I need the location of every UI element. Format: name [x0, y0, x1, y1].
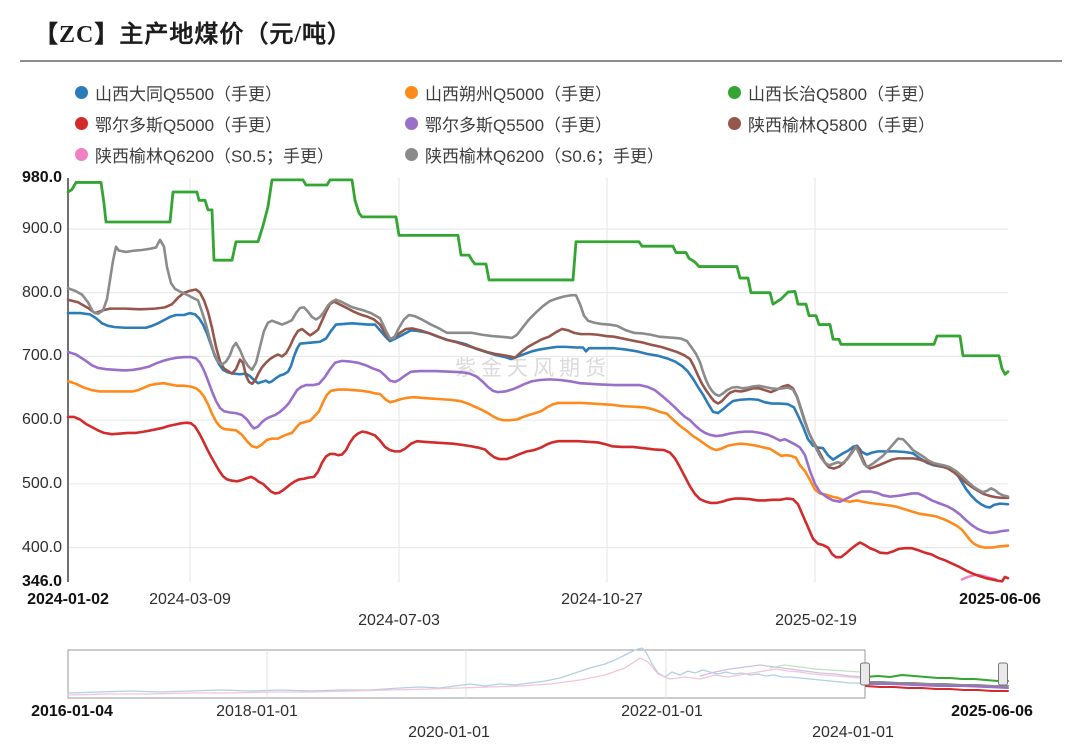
legend-marker-icon: [75, 117, 88, 130]
legend-item-2[interactable]: 山西朔州Q5000（手更）: [405, 80, 612, 105]
series-line: [66, 379, 1010, 549]
legend-marker-icon: [405, 117, 418, 130]
legend-label: 山西朔州Q5000（手更）: [425, 85, 613, 104]
series-line: [66, 415, 1010, 583]
page-title: 【ZC】主产地煤价（元/吨）: [34, 22, 353, 48]
legend-item-3[interactable]: 山西长治Q5800（手更）: [728, 80, 935, 105]
legend-marker-icon: [405, 86, 418, 99]
legend-label: 山西长治Q5800（手更）: [748, 85, 936, 104]
legend-marker-icon: [728, 117, 741, 130]
legend-marker-icon: [728, 86, 741, 99]
legend-item-6[interactable]: 陕西榆林Q5800（手更）: [728, 111, 935, 136]
legend-item-1[interactable]: 山西大同Q5500（手更）: [75, 80, 282, 105]
legend-label: 陕西榆林Q5800（手更）: [748, 116, 936, 135]
legend-marker-icon: [75, 148, 88, 161]
navigator-history-line: [769, 664, 867, 674]
navigator-history-line: [67, 657, 867, 696]
legend-item-8[interactable]: 陕西榆林Q6200（S0.6；手更）: [405, 142, 664, 167]
legend-label: 陕西榆林Q6200（S0.6；手更）: [425, 147, 665, 166]
series-line: [66, 238, 1010, 498]
legend-label: 鄂尔多斯Q5000（手更）: [95, 116, 283, 135]
legend-label: 山西大同Q5500（手更）: [95, 85, 283, 104]
series-line: [66, 350, 1010, 535]
navigator-handle-left[interactable]: [860, 662, 870, 686]
navigator-selected-line: [865, 681, 1009, 687]
legend-item-4[interactable]: 鄂尔多斯Q5000（手更）: [75, 111, 282, 136]
legend-item-7[interactable]: 陕西榆林Q6200（S0.5；手更）: [75, 142, 334, 167]
navigator-handle-right[interactable]: [998, 662, 1008, 686]
navigator-history-line: [699, 664, 867, 678]
legend-marker-icon: [405, 148, 418, 161]
series-line: [66, 178, 1010, 376]
legend-marker-icon: [75, 86, 88, 99]
legend-item-5[interactable]: 鄂尔多斯Q5500（手更）: [405, 111, 612, 136]
navigator-selected-line: [865, 674, 1009, 682]
title-divider: [20, 60, 1062, 62]
watermark: 紫金天风期货: [455, 357, 611, 380]
navigator-selected-line: [865, 683, 1009, 689]
legend-label: 鄂尔多斯Q5500（手更）: [425, 116, 613, 135]
legend: 山西大同Q5500（手更） 山西朔州Q5000（手更） 山西长治Q5800（手更） 鄂…: [0, 0, 1080, 175]
navigator-selected-line: [865, 685, 1009, 692]
legend-label: 陕西榆林Q6200（S0.5；手更）: [95, 147, 335, 166]
navigator-history-line: [67, 647, 867, 694]
